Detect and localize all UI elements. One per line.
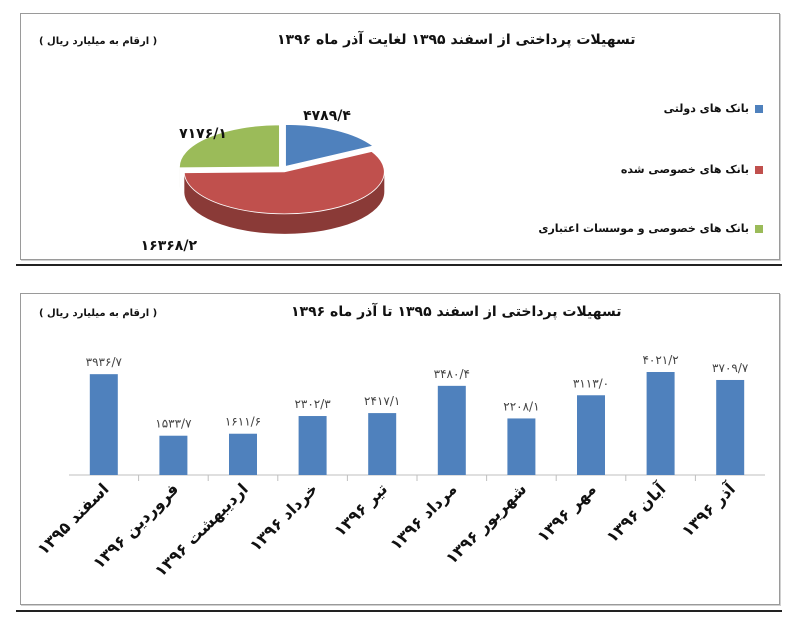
- bar: [507, 418, 536, 475]
- pie-legend-item: بانک های دولتی: [664, 102, 763, 115]
- category-label: آبان ۱۳۹۶: [602, 478, 670, 546]
- pie-value-label: ۴۷۸۹/۴: [303, 108, 351, 124]
- divider-top: [16, 264, 782, 266]
- bar-value-label: ۱۵۳۳/۷: [155, 417, 192, 431]
- bar: [437, 385, 466, 475]
- bar-value-label: ۳۴۸۰/۴: [434, 367, 470, 381]
- bar-value-label: ۲۳۰۲/۳: [294, 397, 331, 411]
- bar-chart-title: تسهیلات پرداختی از اسفند ۱۳۹۵ تا آذر ماه…: [291, 304, 622, 320]
- bar-chart-panel: ( ارقام به میلیارد ریال ) تسهیلات پرداخت…: [20, 293, 780, 605]
- divider-bottom: [16, 610, 782, 612]
- bar-value-label: ۳۷۰۹/۷: [712, 361, 749, 375]
- pie-legend-item: بانک های خصوصی و موسسات اعتباری: [538, 222, 763, 235]
- bar: [368, 413, 397, 475]
- pie-legend-swatch: [755, 104, 763, 113]
- bar-value-label: ۲۲۰۸/۱: [503, 399, 539, 413]
- category-label: مرداد ۱۳۹۶: [386, 479, 461, 554]
- pie-legend-swatch: [755, 224, 763, 233]
- bar-value-label: ۴۰۲۱/۲: [642, 353, 678, 367]
- pie-value-label: ۱۶۳۶۸/۲: [141, 238, 198, 254]
- pie-slice-side: [184, 171, 385, 234]
- category-label: آذر ۱۳۹۶: [677, 478, 739, 540]
- pie-legend-label: بانک های خصوصی و موسسات اعتباری: [538, 222, 749, 235]
- pie-slice: [179, 124, 280, 169]
- bar: [716, 379, 745, 475]
- bar: [229, 433, 257, 475]
- pie-legend-swatch: [755, 165, 763, 174]
- pie-slice: [183, 151, 385, 215]
- bar-unit-note: ( ارقام به میلیارد ریال ): [39, 308, 158, 319]
- bar: [89, 374, 118, 475]
- pie-legend-item: بانک های خصوصی شده: [621, 163, 763, 176]
- category-label: خرداد ۱۳۹۶: [246, 479, 322, 555]
- category-label: تیر ۱۳۹۶: [330, 479, 391, 540]
- bar: [577, 395, 605, 475]
- bar: [298, 416, 327, 475]
- pie-value-label: ۷۱۷۶/۱: [179, 126, 227, 142]
- category-label: مهر ۱۳۹۶: [533, 479, 600, 546]
- pie-legend-label: بانک های دولتی: [663, 102, 749, 115]
- bar: [159, 435, 188, 475]
- pie-chart-panel: ( ارقام به میلیارد ریال ) تسهیلات پرداخت…: [20, 13, 780, 260]
- pie-chart-title: تسهیلات پرداختی از اسفند ۱۳۹۵ لغایت آذر …: [277, 32, 636, 48]
- bar-value-label: ۱۶۱۱/۶: [225, 415, 261, 429]
- pie-unit-note: ( ارقام به میلیارد ریال ): [39, 36, 158, 47]
- bar-value-label: ۳۱۱۳/۰: [573, 376, 609, 390]
- pie-chart-svg: ۴۷۸۹/۴ ۱۶۳۶۸/۲ ۷۱۷۶/۱: [141, 108, 385, 254]
- pie-legend-label: بانک های خصوصی شده: [620, 163, 749, 176]
- bar-value-label: ۳۹۳۶/۷: [86, 355, 123, 369]
- bar-value-label: ۲۴۱۷/۱: [364, 394, 400, 408]
- pie-slice: [285, 124, 374, 167]
- bar: [646, 372, 675, 475]
